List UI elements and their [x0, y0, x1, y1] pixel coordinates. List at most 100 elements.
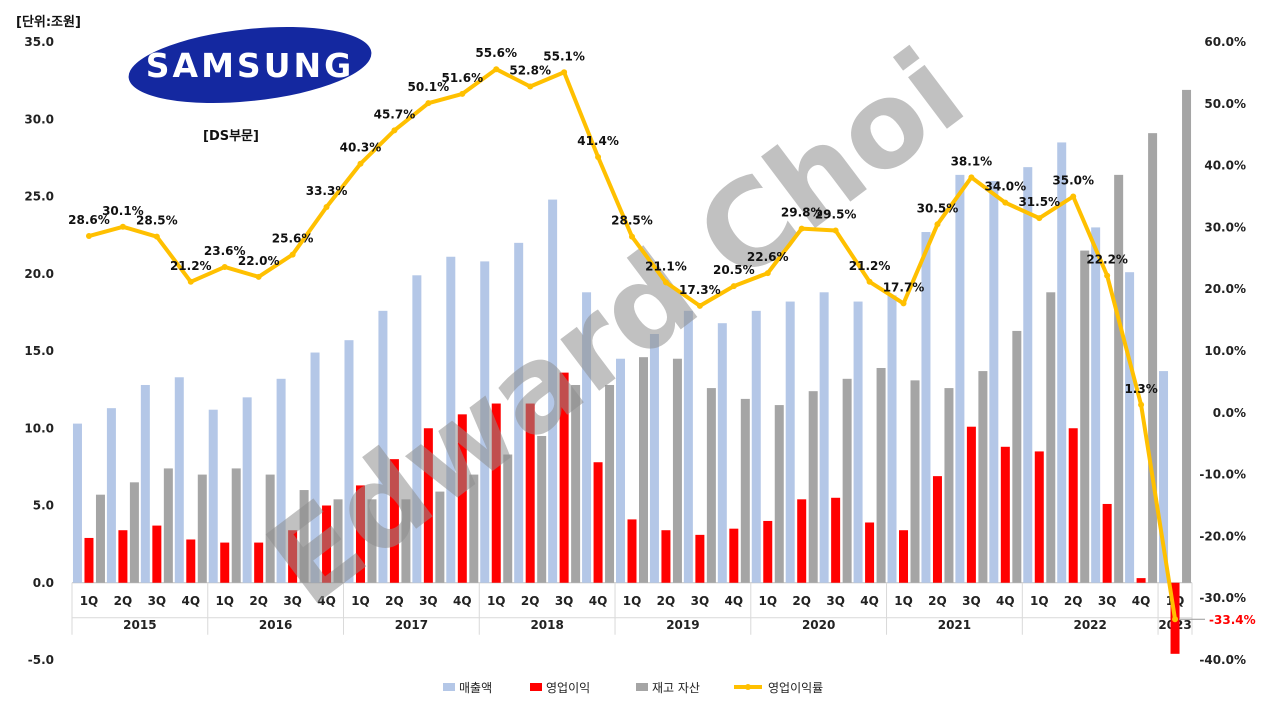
operating-profit-bar	[118, 530, 128, 583]
operating-margin-data-label: 30.5%	[917, 201, 959, 215]
y-left-tick-label: 5.0	[33, 499, 54, 513]
y-left-tick-label: 35.0	[24, 35, 54, 49]
inventory-bar	[197, 474, 207, 583]
quarter-label: 2Q	[114, 594, 133, 608]
operating-margin-data-label: 22.2%	[1086, 253, 1128, 267]
quarter-label: 1Q	[758, 594, 777, 608]
operating-profit-bar	[932, 476, 942, 583]
operating-margin-data-label: 30.1%	[102, 204, 144, 218]
y-right-tick-label: 30.0%	[1204, 220, 1246, 234]
y-right-tick-label: -20.0%	[1199, 529, 1246, 543]
revenue-bar	[717, 323, 727, 583]
quarter-label: 2Q	[1064, 594, 1083, 608]
operating-margin-point	[1036, 215, 1043, 222]
inventory-bar	[740, 398, 750, 583]
revenue-bar	[106, 408, 116, 583]
quarter-label: 3Q	[1098, 594, 1117, 608]
quarter-label: 4Q	[725, 594, 744, 608]
samsung-logo: SAMSUNG	[128, 26, 372, 104]
operating-margin-data-label: 28.5%	[611, 214, 653, 228]
inventory-bar	[774, 405, 784, 583]
inventory-bar	[1114, 174, 1124, 583]
operating-margin-point	[1104, 272, 1111, 279]
operating-margin-point	[255, 273, 262, 280]
inventory-bar	[163, 468, 173, 583]
revenue-bar	[446, 256, 456, 583]
inventory-bar	[672, 358, 682, 583]
margin-line-group: 28.6%30.1%28.5%21.2%23.6%22.0%25.6%33.3%…	[68, 46, 1256, 627]
operating-margin-data-label: 20.5%	[713, 263, 755, 277]
operating-profit-bar	[288, 530, 298, 583]
revenue-bar	[310, 352, 320, 583]
operating-margin-point	[357, 160, 364, 167]
operating-profit-bar	[559, 372, 569, 583]
inventory-bar	[910, 380, 920, 583]
samsung-logo-text: SAMSUNG	[146, 46, 354, 85]
y-left-tick-label: 0.0	[33, 576, 54, 590]
operating-margin-data-label: 28.6%	[68, 213, 110, 227]
quarter-label: 2Q	[792, 594, 811, 608]
inventory-bar	[571, 384, 581, 583]
y-right-tick-label: 40.0%	[1204, 159, 1246, 173]
operating-margin-point	[493, 66, 500, 73]
revenue-bar	[582, 292, 592, 583]
legend-swatch	[636, 683, 648, 691]
y-right-tick-label: 10.0%	[1204, 344, 1246, 358]
operating-margin-data-label: 29.5%	[815, 207, 857, 221]
y-left-tick-label: 30.0	[24, 112, 54, 126]
inventory-bar	[1012, 330, 1022, 583]
operating-profit-bar	[899, 530, 909, 583]
quarter-label: 4Q	[996, 594, 1015, 608]
quarter-label: 1Q	[80, 594, 99, 608]
quarter-label: 1Q	[215, 594, 234, 608]
operating-margin-data-label: -33.4%	[1209, 613, 1256, 627]
operating-margin-point	[561, 69, 568, 76]
revenue-bar	[140, 384, 150, 583]
inventory-bar	[503, 454, 513, 583]
y-left-tick-label: 15.0	[24, 344, 54, 358]
quarter-label: 3Q	[962, 594, 981, 608]
operating-margin-point	[119, 223, 126, 230]
quarter-label: 3Q	[691, 594, 710, 608]
inventory-bar	[129, 482, 139, 583]
legend: 매출액 영업이익 재고 자산 영업이익률	[443, 681, 823, 695]
operating-margin-point	[662, 279, 669, 286]
quarter-label: 3Q	[555, 594, 574, 608]
quarter-label: 4Q	[182, 594, 201, 608]
inventory-bar	[1148, 133, 1158, 583]
operating-profit-bar	[966, 426, 976, 583]
inventory-bar	[605, 384, 615, 583]
inventory-bar	[435, 491, 445, 583]
revenue-bar	[514, 242, 524, 583]
operating-margin-point	[629, 233, 635, 240]
legend-label: 재고 자산	[652, 681, 700, 695]
operating-margin-data-label: 17.3%	[679, 283, 721, 297]
revenue-bar	[989, 181, 999, 583]
revenue-bar	[785, 301, 795, 583]
operating-profit-bar	[1000, 446, 1010, 583]
operating-margin-data-label: 1.3%	[1124, 382, 1157, 396]
operating-margin-data-label: 21.2%	[849, 259, 891, 273]
quarter-label: 4Q	[1132, 594, 1151, 608]
operating-margin-point	[1138, 401, 1145, 408]
operating-margin-data-label: 50.1%	[408, 80, 450, 94]
y-right-tick-label: 50.0%	[1204, 97, 1246, 111]
inventory-bar	[265, 474, 275, 583]
inventory-bar	[944, 388, 954, 583]
operating-margin-point	[1172, 616, 1179, 623]
operating-margin-point	[832, 227, 839, 234]
operating-margin-data-label: 22.6%	[747, 250, 789, 264]
operating-profit-bar	[865, 522, 875, 583]
operating-margin-point	[696, 302, 703, 309]
revenue-bar	[1159, 371, 1169, 583]
operating-margin-point	[221, 263, 228, 270]
operating-profit-bar	[729, 528, 739, 583]
operating-profit-bar	[763, 520, 773, 583]
quarter-label: 4Q	[589, 594, 608, 608]
revenue-bar	[480, 261, 490, 583]
operating-profit-bar	[831, 497, 841, 583]
operating-margin-data-label: 55.6%	[475, 46, 517, 60]
legend-label: 매출액	[459, 681, 492, 695]
operating-margin-point	[153, 233, 160, 240]
